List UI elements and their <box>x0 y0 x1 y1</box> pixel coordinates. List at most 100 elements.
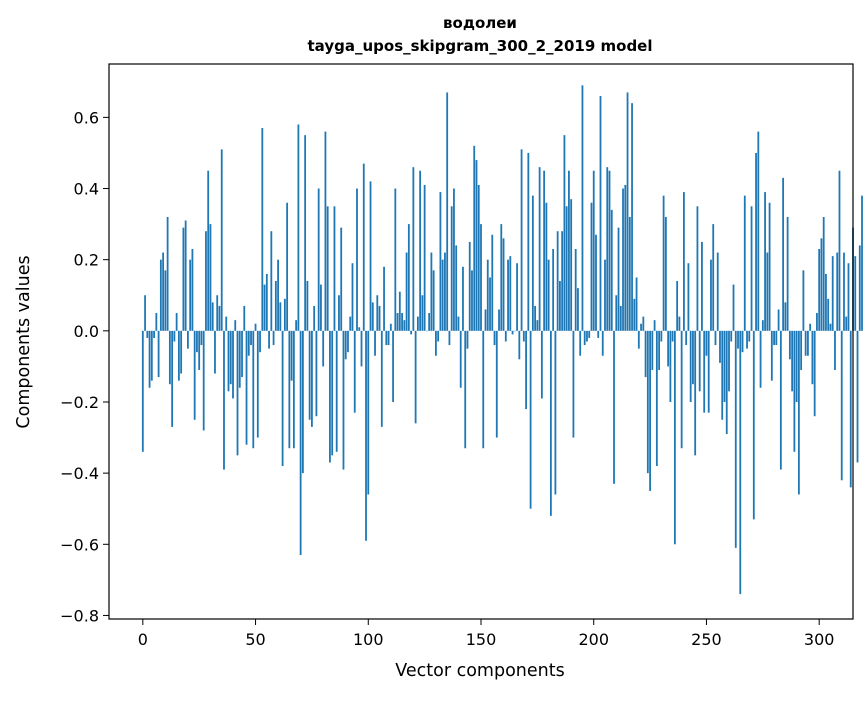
bar <box>692 331 694 384</box>
bar <box>726 331 728 434</box>
bar <box>440 192 442 331</box>
bar <box>284 299 286 331</box>
bar <box>397 313 399 331</box>
bar <box>658 331 660 370</box>
bar <box>259 331 261 352</box>
bar <box>843 253 845 331</box>
bar <box>464 331 466 448</box>
bar <box>557 231 559 331</box>
bar <box>579 331 581 356</box>
bar <box>149 331 151 388</box>
bar <box>624 185 626 331</box>
bar <box>757 132 759 331</box>
bar <box>597 331 599 338</box>
bar <box>505 331 507 342</box>
bar <box>830 324 832 331</box>
bar <box>455 245 457 330</box>
bar <box>453 189 455 331</box>
bar <box>311 331 313 427</box>
bar <box>277 260 279 331</box>
bar <box>507 260 509 331</box>
bar <box>825 274 827 331</box>
bar <box>839 171 841 331</box>
bar <box>480 224 482 331</box>
bar <box>313 306 315 331</box>
bar <box>773 331 775 345</box>
bar <box>338 295 340 331</box>
bar <box>656 331 658 466</box>
bar <box>613 331 615 484</box>
bar <box>142 331 144 452</box>
bar <box>210 224 212 331</box>
bar <box>221 149 223 330</box>
bar <box>300 331 302 555</box>
bar <box>255 324 257 331</box>
bar <box>381 331 383 427</box>
bar <box>153 331 155 338</box>
bar <box>329 331 331 463</box>
bar <box>649 331 651 491</box>
bar <box>789 331 791 359</box>
bar <box>775 331 777 345</box>
bar <box>600 96 602 331</box>
bar <box>295 320 297 331</box>
bar <box>471 270 473 330</box>
bar <box>266 274 268 331</box>
bar <box>618 228 620 331</box>
bar <box>730 331 732 342</box>
bar <box>667 331 669 367</box>
bar <box>412 167 414 331</box>
bar <box>516 263 518 331</box>
bar <box>527 153 529 331</box>
bar <box>823 217 825 331</box>
bar <box>225 317 227 331</box>
bar <box>370 181 372 330</box>
x-tick-label: 0 <box>138 630 148 649</box>
bar <box>171 331 173 427</box>
bar <box>805 331 807 356</box>
bar <box>724 331 726 402</box>
bar <box>721 331 723 420</box>
bar <box>496 331 498 438</box>
bar <box>146 331 148 338</box>
y-axis-ticks: −0.8−0.6−0.4−0.20.00.20.40.6 <box>60 108 109 625</box>
bar <box>850 331 852 488</box>
bar <box>316 331 318 416</box>
bar <box>523 331 525 342</box>
bar <box>832 256 834 331</box>
bar <box>394 189 396 331</box>
bar <box>697 206 699 331</box>
bar <box>796 331 798 402</box>
bar <box>460 331 462 388</box>
bar <box>591 203 593 331</box>
bar <box>701 242 703 331</box>
bar <box>604 260 606 331</box>
bar <box>201 331 203 345</box>
bar <box>530 331 532 509</box>
bar <box>451 206 453 331</box>
bar <box>358 327 360 331</box>
bar <box>252 331 254 448</box>
bar <box>769 203 771 331</box>
bar <box>408 224 410 331</box>
bars-group <box>142 85 863 594</box>
bar <box>629 217 631 331</box>
bar <box>363 164 365 331</box>
bar <box>331 331 333 456</box>
bar <box>322 331 324 367</box>
bar <box>509 256 511 331</box>
bar <box>672 331 674 342</box>
bar <box>264 285 266 331</box>
bar <box>620 306 622 331</box>
bar <box>180 331 182 374</box>
bar <box>550 331 552 516</box>
bar <box>216 295 218 331</box>
bar <box>859 245 861 330</box>
bar <box>564 135 566 331</box>
bar <box>383 267 385 331</box>
bar <box>660 331 662 342</box>
bar <box>343 331 345 470</box>
bar <box>234 320 236 331</box>
bar <box>361 331 363 367</box>
bar <box>489 277 491 330</box>
